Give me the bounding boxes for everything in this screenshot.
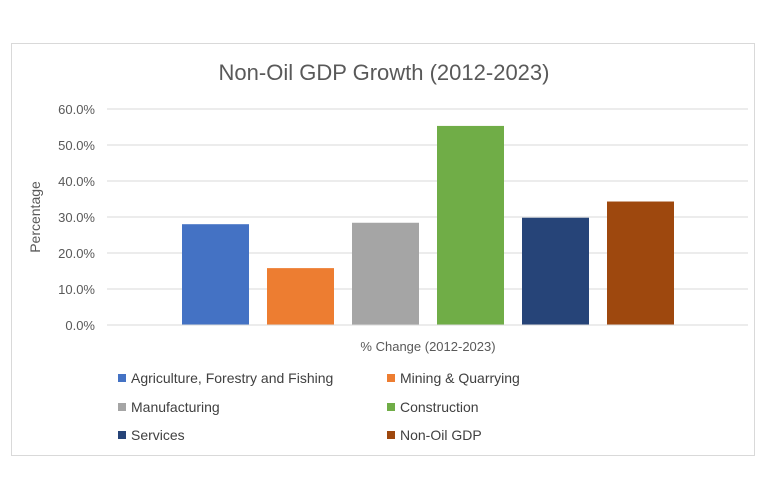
- bars: [182, 125, 674, 325]
- y-tick-label: 10.0%: [58, 282, 95, 297]
- bar-agriculture-forestry-and-fishing: [182, 224, 249, 325]
- bar-construction: [437, 125, 504, 325]
- y-tick-label: 60.0%: [58, 102, 95, 117]
- y-tick-label: 50.0%: [58, 138, 95, 153]
- y-tick-label: 40.0%: [58, 174, 95, 189]
- bar-manufacturing: [352, 222, 419, 325]
- bar-mining-quarrying: [267, 268, 334, 325]
- y-tick-label: 0.0%: [65, 318, 95, 333]
- y-axis-label: Percentage: [27, 181, 43, 253]
- y-tick-label: 30.0%: [58, 210, 95, 225]
- chart-title: Non-Oil GDP Growth (2012-2023): [219, 60, 550, 85]
- y-axis-ticks: 0.0% 10.0% 20.0% 30.0% 40.0% 50.0% 60.0%: [58, 102, 95, 333]
- x-category-label: % Change (2012-2023): [360, 339, 495, 354]
- y-tick-label: 20.0%: [58, 246, 95, 261]
- bar-non-oil-gdp: [607, 201, 674, 325]
- bar-services: [522, 217, 589, 325]
